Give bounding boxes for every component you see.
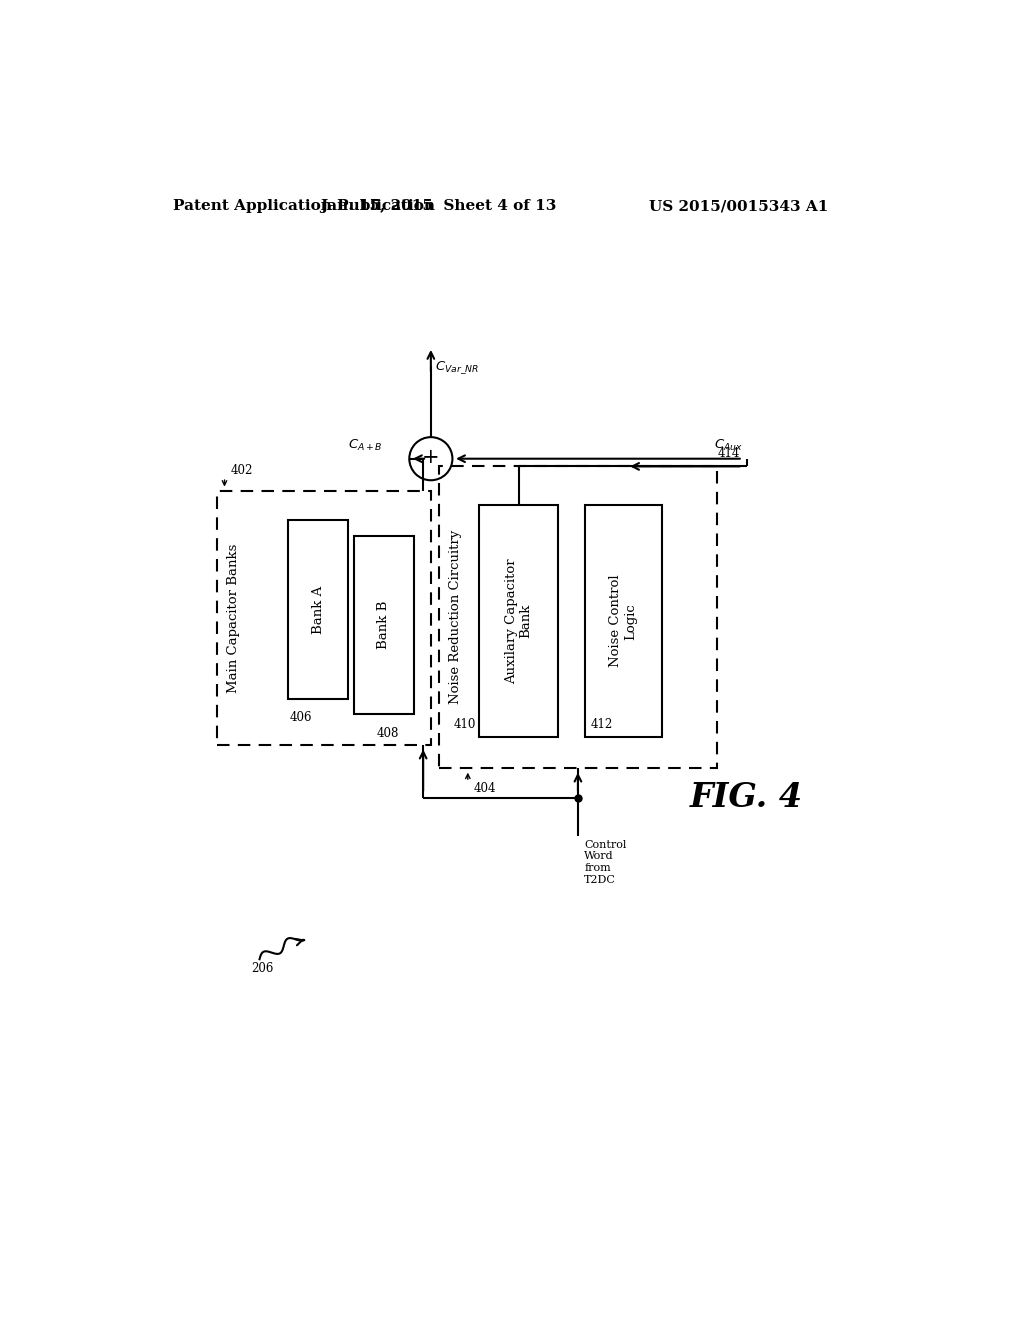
Text: 410: 410 bbox=[454, 718, 475, 731]
Bar bbox=[479, 506, 558, 738]
Bar bbox=[585, 506, 662, 738]
Text: +: + bbox=[422, 447, 439, 467]
Text: 408: 408 bbox=[377, 726, 399, 739]
Text: US 2015/0015343 A1: US 2015/0015343 A1 bbox=[649, 199, 828, 213]
Text: Bank A: Bank A bbox=[312, 586, 325, 634]
Text: Noise Control
Logic: Noise Control Logic bbox=[609, 574, 637, 668]
Bar bbox=[438, 466, 717, 768]
Text: Noise Reduction Circuitry: Noise Reduction Circuitry bbox=[449, 531, 462, 705]
Text: Jan. 15, 2015  Sheet 4 of 13: Jan. 15, 2015 Sheet 4 of 13 bbox=[321, 199, 557, 213]
Text: 412: 412 bbox=[591, 718, 613, 731]
Text: 404: 404 bbox=[473, 781, 496, 795]
Text: 414: 414 bbox=[718, 447, 740, 461]
Text: 206: 206 bbox=[252, 961, 273, 974]
Text: Control
Word
from
T2DC: Control Word from T2DC bbox=[584, 840, 627, 884]
Text: $C_{Var\_NR}$: $C_{Var\_NR}$ bbox=[435, 359, 479, 376]
Text: $C_{A+B}$: $C_{A+B}$ bbox=[347, 437, 382, 453]
Text: Patent Application Publication: Patent Application Publication bbox=[173, 199, 435, 213]
Text: 406: 406 bbox=[290, 711, 312, 725]
Text: $C_{Aux}$: $C_{Aux}$ bbox=[714, 437, 742, 453]
Text: FIG. 4: FIG. 4 bbox=[690, 781, 803, 814]
Bar bbox=[354, 536, 414, 714]
Bar bbox=[289, 520, 348, 700]
Text: Auxilary Capacitor
Bank: Auxilary Capacitor Bank bbox=[505, 558, 532, 684]
Text: 402: 402 bbox=[230, 465, 253, 478]
Text: Bank B: Bank B bbox=[378, 601, 390, 649]
Text: Main Capacitor Banks: Main Capacitor Banks bbox=[227, 544, 241, 693]
Bar bbox=[217, 491, 431, 744]
